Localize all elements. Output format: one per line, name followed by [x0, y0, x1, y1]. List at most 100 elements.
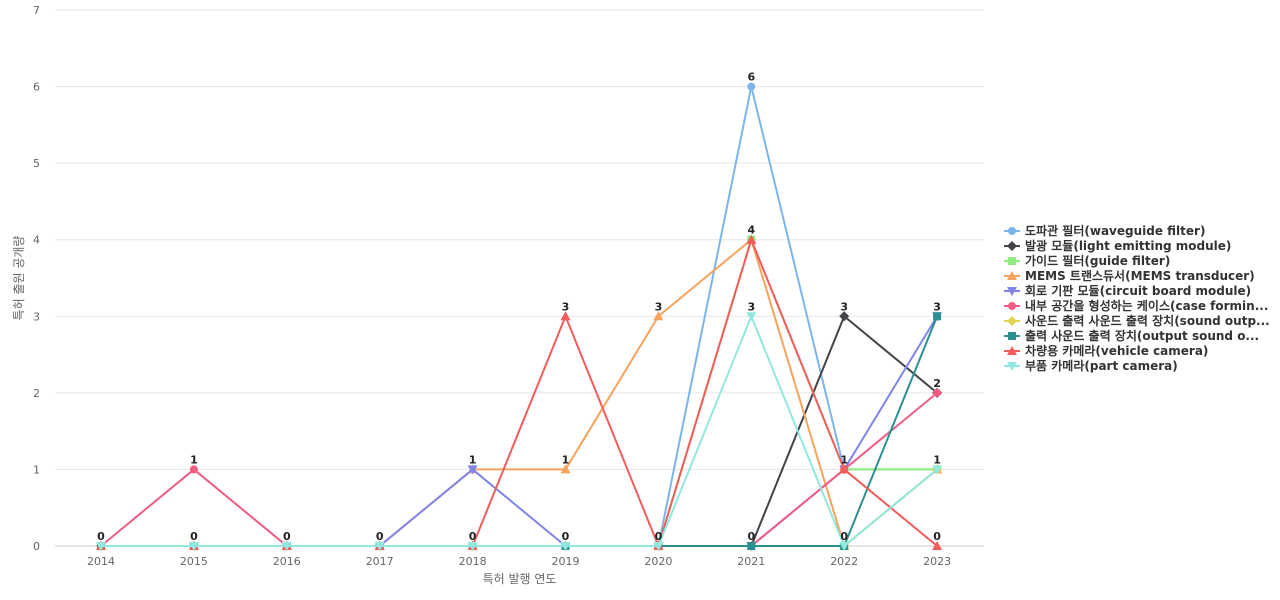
legend-label: 내부 공간을 형성하는 케이스(case formin... [1025, 298, 1268, 313]
data-label: 0 [840, 530, 848, 543]
data-point [653, 542, 664, 551]
series-group [96, 234, 943, 550]
y-tick-label: 4 [33, 234, 40, 247]
legend-item[interactable]: 회로 기판 모듈(circuit board module) [1004, 283, 1251, 298]
legend-item[interactable]: 도파관 필터(waveguide filter) [1004, 223, 1205, 238]
data-label: 0 [283, 530, 291, 543]
legend-marker [1008, 227, 1016, 235]
legend-item[interactable]: 출력 사운드 출력 장치(output sound o... [1004, 328, 1259, 343]
y-axis-ticks: 0 1 2 3 4 5 6 7 [33, 4, 40, 553]
data-point [839, 464, 850, 474]
series-group [96, 234, 943, 550]
legend-label: 사운드 출력 사운드 출력 장치(sound outp... [1025, 313, 1270, 328]
legend-marker [1008, 302, 1016, 310]
legend-item[interactable]: 가이드 필터(guide filter) [1004, 253, 1170, 268]
legend-item[interactable]: 내부 공간을 형성하는 케이스(case formin... [1004, 298, 1268, 313]
data-point [560, 464, 571, 474]
legend-marker [1007, 316, 1017, 326]
x-tick-label: 2015 [180, 555, 208, 568]
data-label: 3 [840, 300, 848, 313]
legend-label: 출력 사운드 출력 장치(output sound o... [1025, 328, 1259, 343]
legend-marker [1008, 332, 1016, 340]
data-point [933, 388, 942, 397]
data-point [188, 542, 199, 551]
legend-label: 가이드 필터(guide filter) [1025, 253, 1170, 268]
data-label: 0 [190, 530, 198, 543]
y-tick-label: 7 [33, 4, 40, 17]
data-label: 1 [840, 453, 848, 466]
legend-label: 회로 기판 모듈(circuit board module) [1025, 283, 1251, 298]
x-axis-ticks: 2014 2015 2016 2017 2018 2019 2020 2021 2022 2023 [87, 546, 951, 568]
x-axis-title: 특허 발행 연도 [483, 571, 557, 586]
data-label: 0 [97, 530, 105, 543]
legend-marker [1007, 346, 1017, 355]
data-label: 1 [933, 453, 941, 466]
data-label: 0 [469, 530, 477, 543]
legend-item[interactable]: 발광 모듈(light emitting module) [1004, 238, 1231, 253]
data-point [746, 234, 757, 244]
legend[interactable]: 도파관 필터(waveguide filter)발광 모듈(light emit… [1004, 223, 1270, 373]
series-group [96, 312, 943, 551]
data-point [374, 542, 385, 551]
legend-marker [1007, 362, 1017, 371]
legend-label: 부품 카메라(part camera) [1025, 358, 1178, 373]
legend-marker [1007, 287, 1017, 296]
legend-marker [1008, 257, 1016, 265]
legend-marker [1007, 241, 1017, 251]
data-label: 1 [469, 453, 477, 466]
data-point [746, 312, 757, 322]
data-point [747, 542, 756, 550]
data-labels: 0 1 0 0 0 1 0 3 1 0 3 0 6 4 3 0 3 1 0 3 2 1 0 [97, 71, 941, 543]
legend-item[interactable]: MEMS 트랜스듀서(MEMS transducer) [1004, 268, 1255, 283]
data-point [467, 542, 478, 551]
data-point [467, 465, 478, 475]
legend-label: 발광 모듈(light emitting module) [1025, 238, 1231, 253]
x-tick-label: 2018 [459, 555, 487, 568]
data-label: 3 [562, 300, 570, 313]
data-point [96, 542, 106, 551]
x-tick-label: 2023 [923, 555, 951, 568]
data-point [560, 542, 571, 551]
x-tick-label: 2016 [273, 555, 301, 568]
legend-label: 차량용 카메라(vehicle camera) [1025, 343, 1208, 358]
y-tick-label: 0 [33, 540, 40, 553]
data-point [933, 312, 942, 321]
x-tick-label: 2014 [87, 555, 115, 568]
y-axis-title: 특허 출원 공개량 [12, 236, 26, 321]
x-tick-label: 2019 [552, 555, 580, 568]
data-point [839, 542, 850, 551]
legend-item[interactable]: 사운드 출력 사운드 출력 장치(sound outp... [1004, 313, 1270, 328]
legend-label: 도파관 필터(waveguide filter) [1025, 223, 1205, 238]
data-point [932, 541, 943, 550]
series-line [101, 315, 938, 547]
y-tick-label: 2 [33, 387, 40, 400]
data-point [560, 311, 571, 321]
legend-marker [1007, 271, 1017, 280]
legend-label: MEMS 트랜스듀서(MEMS transducer) [1025, 268, 1255, 283]
data-label: 0 [376, 530, 384, 543]
data-label: 0 [562, 530, 570, 543]
data-label: 6 [747, 71, 755, 84]
data-label: 0 [655, 530, 663, 543]
data-label: 4 [747, 224, 755, 237]
x-tick-label: 2017 [366, 555, 394, 568]
data-point [932, 465, 943, 475]
x-tick-label: 2020 [644, 555, 672, 568]
data-label: 3 [747, 300, 755, 313]
y-tick-label: 6 [33, 81, 40, 94]
x-tick-label: 2022 [830, 555, 858, 568]
data-label: 3 [655, 300, 663, 313]
legend-item[interactable]: 부품 카메라(part camera) [1004, 358, 1178, 373]
data-label: 0 [747, 530, 755, 543]
data-point [189, 465, 198, 474]
legend-item[interactable]: 차량용 카메라(vehicle camera) [1004, 343, 1208, 358]
data-label: 2 [933, 377, 941, 390]
data-point [281, 542, 292, 551]
data-label: 1 [562, 453, 570, 466]
data-point [653, 311, 664, 321]
data-point [839, 311, 850, 322]
data-label: 1 [190, 453, 198, 466]
x-tick-label: 2021 [737, 555, 765, 568]
